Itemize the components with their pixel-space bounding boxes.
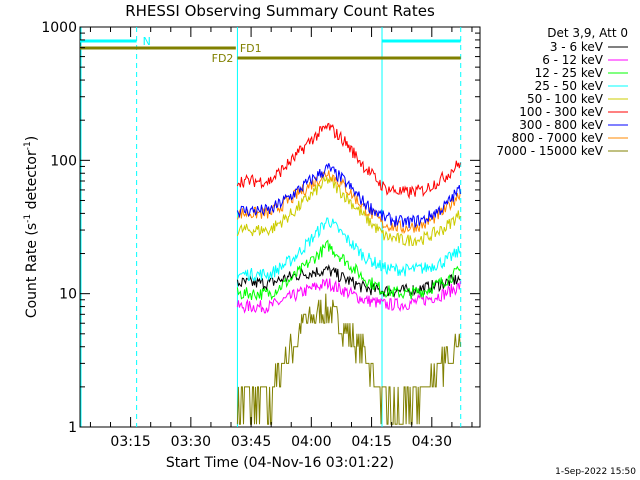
cyan-bar-label: N [143, 35, 151, 48]
y-axis-label-end: ) [24, 136, 40, 141]
x-axis-label: Start Time (04-Nov-16 03:01:22) [166, 455, 394, 471]
x-tick-label: 03:45 [231, 434, 271, 450]
fd1-label: FD1 [240, 42, 262, 55]
legend-label: 3 - 6 keV [550, 40, 604, 54]
series-line-0 [236, 263, 461, 298]
y-axis-label-mid: detector [24, 150, 40, 214]
y-tick-label: 1000 [41, 20, 77, 36]
y-tick-label: 100 [50, 153, 77, 169]
y-tick-label: 10 [59, 287, 77, 303]
legend-label: 12 - 25 keV [535, 66, 604, 80]
legend-label: 800 - 7000 keV [512, 131, 604, 145]
observing-markers: N FD1 FD2 [80, 27, 462, 427]
x-tick-label: 04:30 [412, 434, 452, 450]
x-tick-label: 03:30 [171, 434, 211, 450]
x-tick-label: 04:00 [291, 434, 331, 450]
legend-label: 6 - 12 keV [542, 53, 604, 67]
y-axis-label-sup-1: -1 [23, 214, 33, 223]
series-layer [236, 122, 461, 425]
y-axis-label-sup-2: -1 [23, 141, 33, 150]
legend-label: 25 - 50 keV [535, 79, 604, 93]
legend-label: 300 - 800 keV [519, 118, 603, 132]
fd2-label: FD2 [212, 52, 234, 65]
legend-label: 100 - 300 keV [519, 105, 603, 119]
legend-header: Det 3,9, Att 0 [547, 26, 628, 40]
axes: 1 10 100 1000 03:15 03:30 03:45 04:00 04:15 04:30 [41, 20, 480, 450]
chart-title: RHESSI Observing Summary Count Rates [125, 2, 435, 20]
series-line-2 [236, 239, 461, 301]
x-tick-label: 03:15 [110, 434, 150, 450]
series-line-3 [236, 217, 461, 282]
series-line-5 [236, 122, 461, 200]
footer-timestamp: 1-Sep-2022 15:50 [555, 467, 636, 477]
y-tick-label: 1 [68, 420, 77, 436]
y-axis-label-start: Count Rate (s [24, 223, 40, 318]
series-line-4 [236, 175, 461, 247]
series-line-6 [236, 163, 461, 229]
series-line-8 [236, 293, 461, 425]
legend-label: 7000 - 15000 keV [496, 144, 603, 158]
legend-label: 50 - 100 keV [527, 92, 604, 106]
y-axis-label: Count Rate (s-1 detector-1) [23, 136, 40, 318]
x-tick-label: 04:15 [351, 434, 391, 450]
